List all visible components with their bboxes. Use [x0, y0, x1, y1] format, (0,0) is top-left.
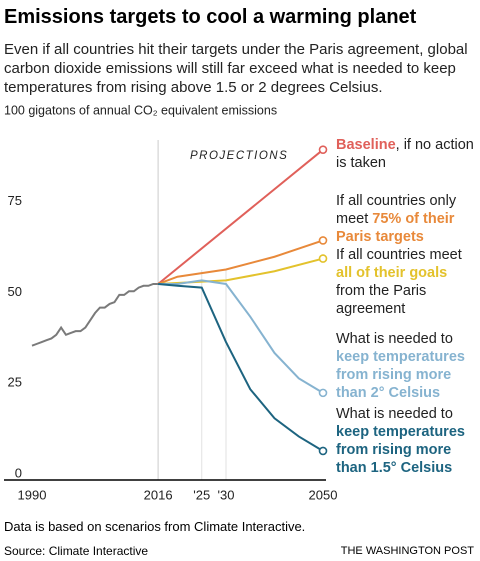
series-line [158, 257, 324, 285]
source: Source: Climate Interactive [4, 544, 149, 558]
series-annotation: If all countries only meet 75% of their … [336, 192, 478, 246]
series-line [31, 282, 159, 347]
series-line [157, 148, 324, 285]
x-tick-label: '30 [218, 487, 235, 502]
x-tick-label: 1990 [18, 487, 47, 502]
x-tick-label: '25 [193, 487, 210, 502]
series-line [158, 279, 324, 394]
projections-label: PROJECTIONS [190, 150, 288, 162]
x-tick-label: 2016 [144, 487, 173, 502]
series-line [157, 239, 324, 285]
annotation-text: If all countries meet [336, 247, 462, 263]
chart-title: Emissions targets to cool a warming plan… [4, 6, 417, 28]
y-tick-label: 25 [8, 375, 22, 390]
series-line [158, 282, 324, 452]
note: Data is based on scenarios from Climate … [4, 519, 306, 534]
y-tick-label: 75 [8, 193, 22, 208]
annotation-text: keep temperatures from rising more than … [336, 424, 465, 476]
end-marker [318, 254, 328, 263]
series-annotation: Baseline, if no action is taken [336, 136, 478, 172]
annotation-text: Baseline [336, 137, 396, 153]
annotation-text: What is needed to [336, 331, 453, 347]
end-marker [318, 446, 328, 456]
end-marker [318, 388, 328, 398]
annotation-text: , if no action is taken [336, 137, 474, 171]
series-annotation: What is needed to keep temperatures from… [336, 330, 478, 402]
series-annotation: If all countries meet all of their goals… [336, 246, 478, 318]
annotation-text: If all countries only meet [336, 193, 457, 227]
annotation-text: keep temperatures from rising more than … [336, 349, 465, 401]
x-tick-label: 2050 [309, 487, 338, 502]
annotation-text: all of their goals [336, 265, 448, 281]
annotation-text: What is needed to [336, 406, 453, 422]
y-tick-label: 50 [8, 284, 22, 299]
y-tick-label: 0 [15, 465, 22, 480]
end-marker [318, 145, 328, 154]
annotation-text: 75% of their Paris targets [336, 211, 455, 245]
end-marker [318, 236, 328, 245]
y-tick-label: 100 gigatons of annual CO₂ equivalent em… [4, 103, 277, 117]
credit: THE WASHINGTON POST [340, 545, 474, 557]
series-annotation: What is needed to keep temperatures from… [336, 405, 478, 477]
subtitle: Even if all countries hit their targets … [4, 41, 468, 96]
annotation-text: from the Paris agreement [336, 283, 427, 317]
